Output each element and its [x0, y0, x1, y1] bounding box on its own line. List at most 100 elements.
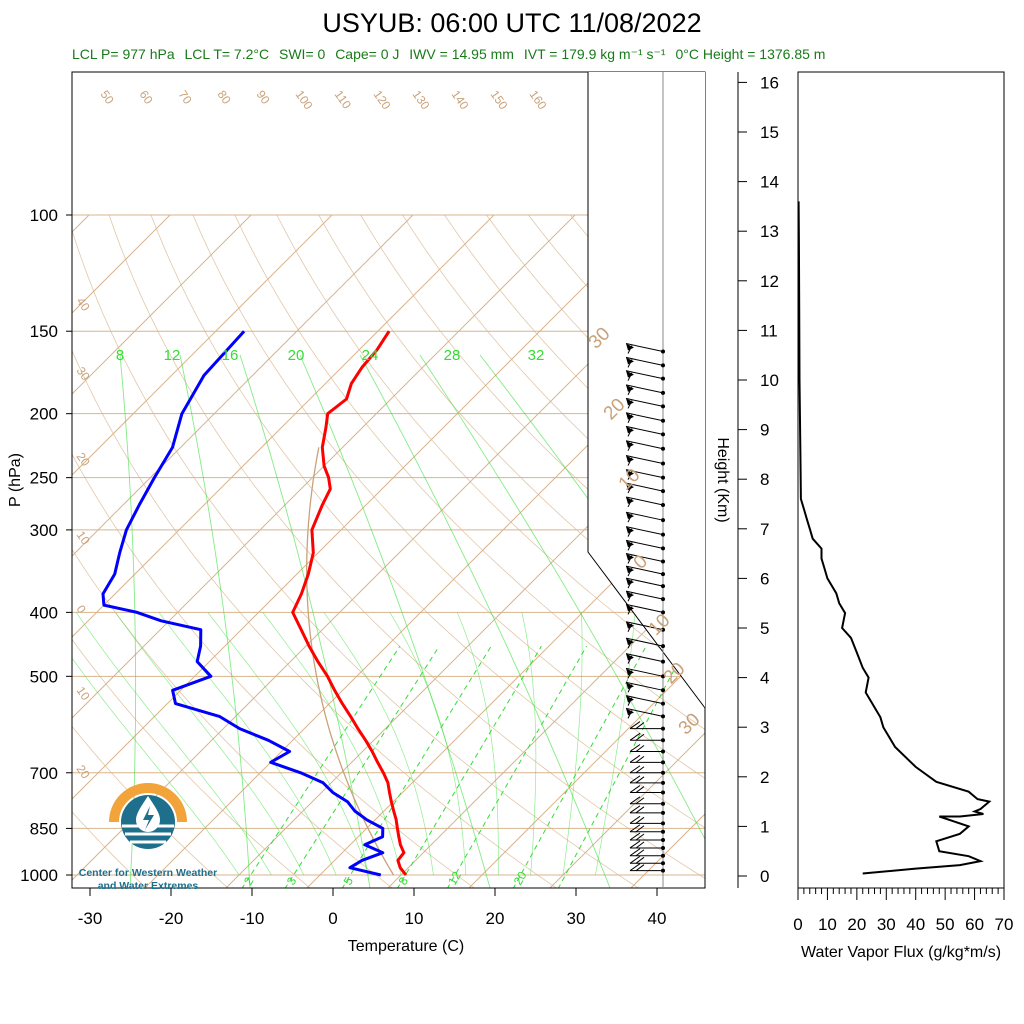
- barb-pennant: [626, 398, 634, 406]
- isotherm-label: 70: [176, 88, 195, 107]
- barb-pennant: [626, 357, 634, 365]
- mixing-ratio-line: [241, 645, 401, 888]
- y-tick-label: 100: [30, 206, 58, 225]
- barb-flag: [635, 722, 645, 729]
- barb-shaft: [625, 553, 664, 563]
- barb-flag: [629, 765, 641, 774]
- x-tick-label: -20: [159, 909, 184, 928]
- y-tick-label: 400: [30, 603, 58, 622]
- barb-pennant: [626, 604, 634, 612]
- mixing-ratio-line: [447, 645, 588, 888]
- wind-barb: [625, 397, 665, 409]
- isotherm-line: [72, 214, 414, 557]
- left-temp-label: 10: [74, 528, 93, 547]
- barb-flag: [627, 528, 633, 537]
- mixing-ratio-line: [341, 645, 492, 888]
- logo-sun-arc: [109, 783, 187, 823]
- wind-barb: [629, 732, 665, 743]
- stat-zero-height: 0°C Height = 1376.85 m: [675, 46, 826, 62]
- barb-flag: [629, 744, 641, 752]
- theta-e-label: 24: [362, 347, 379, 364]
- barb-flag: [635, 755, 645, 763]
- wind-barb: [625, 577, 665, 589]
- dry-adiabat: [822, 215, 1024, 889]
- barb-flag: [629, 775, 641, 784]
- isotherm-label: 120: [371, 88, 394, 113]
- height-tick-label: 9: [760, 421, 769, 440]
- logo-text-2: and Water Extremes: [98, 880, 199, 892]
- stat-lcl-t: LCL T= 7.2°C: [184, 46, 270, 62]
- mixing-ratio-line: [284, 645, 440, 888]
- theta-e-curve: [419, 354, 705, 841]
- barb-flag: [627, 655, 633, 664]
- wind-barb: [625, 526, 665, 537]
- barb-shaft: [625, 590, 664, 600]
- left-temp-label: 40: [74, 295, 93, 314]
- dry-adiabat: [234, 214, 705, 730]
- barb-flag: [629, 815, 641, 824]
- isotherm-label: 90: [254, 88, 273, 107]
- barb-shaft: [625, 603, 664, 613]
- isotherm-label: 60: [137, 88, 156, 107]
- wind-barb: [625, 667, 665, 679]
- moist-adiabat: [521, 612, 537, 876]
- stat-cape: Cape= 0 J: [335, 46, 400, 62]
- barb-flag: [635, 745, 645, 752]
- isotherm-line: [792, 215, 1024, 889]
- barb-flag: [635, 786, 645, 793]
- wind-barb: [629, 721, 665, 731]
- flux-tick-label: 50: [936, 915, 955, 934]
- left-temp-label: 0: [74, 602, 89, 616]
- y-tick-label: 1000: [20, 866, 58, 885]
- y-tick-label: 500: [30, 667, 58, 686]
- barb-flag: [627, 345, 633, 354]
- wind-barb: [629, 848, 665, 858]
- barb-pennant: [626, 591, 634, 599]
- dry-adiabat: [486, 214, 705, 450]
- y-tick-label: 250: [30, 469, 58, 488]
- height-tick-label: 5: [760, 619, 769, 638]
- height-tick-label: 1: [760, 817, 769, 836]
- height-tick-label: 10: [760, 371, 779, 390]
- dry-adiabat: [108, 214, 705, 879]
- logo-text-1: Center for Western Weather: [79, 867, 217, 879]
- barb-pennant: [626, 483, 634, 491]
- barb-flag: [629, 732, 641, 741]
- barb-pennant: [626, 512, 634, 520]
- dry-adiabat: [780, 215, 1024, 889]
- chart-title: USYUB: 06:00 UTC 11/08/2022: [322, 8, 702, 38]
- flux-line: [797, 201, 992, 875]
- theta-e-curve: [299, 354, 491, 888]
- x-tick-label: -10: [240, 909, 265, 928]
- y-tick-label: 200: [30, 405, 58, 424]
- moist-adiabat: [562, 612, 583, 876]
- barb-shaft: [625, 637, 664, 647]
- dry-adiabat: [695, 214, 705, 226]
- barb-flag: [629, 824, 641, 833]
- temperature-trace: [291, 330, 408, 876]
- dry-adiabat: [72, 349, 557, 888]
- barb-flag: [629, 863, 641, 872]
- dry-adiabat: [402, 214, 705, 542]
- wind-barb: [625, 496, 665, 508]
- barb-flag: [629, 721, 641, 729]
- right-temp-label: 30: [675, 709, 705, 739]
- wind-barb: [625, 412, 665, 423]
- barb-pennant: [626, 682, 634, 690]
- barb-flag: [635, 841, 645, 849]
- barb-pennant: [626, 540, 634, 548]
- dry-adiabat: [192, 214, 705, 779]
- barb-shaft: [625, 621, 664, 631]
- isotherm-line: [72, 214, 333, 476]
- isotherm-line: [225, 408, 705, 888]
- barb-flag: [629, 855, 641, 864]
- barb-flag: [629, 785, 641, 793]
- mixing-ratio-label: 5: [341, 874, 357, 887]
- mixing-ratio-line: [557, 645, 688, 888]
- wind-barb: [625, 621, 665, 632]
- barb-pennant: [626, 708, 634, 716]
- wind-barb: [629, 785, 665, 795]
- wind-barb: [625, 511, 665, 523]
